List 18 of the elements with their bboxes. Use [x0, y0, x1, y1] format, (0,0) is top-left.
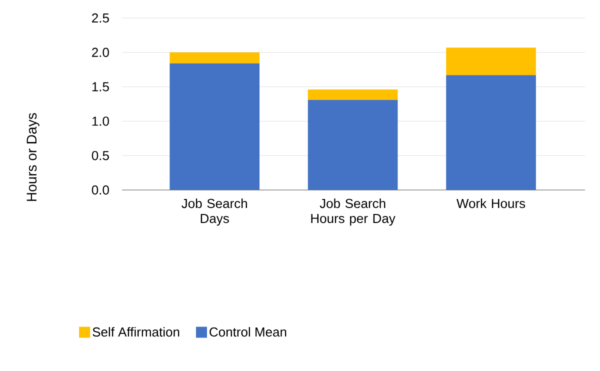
- y-tick-label: 1.0: [92, 116, 109, 126]
- y-tick-label: 0.5: [92, 150, 109, 160]
- bar: [446, 48, 536, 76]
- x-tick-label: Job Search Days: [182, 198, 247, 226]
- x-tick-label: Job Search Hours per Day: [311, 198, 396, 226]
- x-tick-label: Work Hours: [456, 198, 526, 208]
- y-tick-label: 1.5: [92, 82, 109, 92]
- bar: [170, 63, 260, 190]
- legend-label: Control Mean: [210, 327, 286, 337]
- bar: [308, 90, 398, 100]
- y-tick-label: 2.5: [92, 13, 109, 23]
- y-axis-title: Hours or Days: [26, 113, 40, 201]
- bar: [170, 52, 260, 64]
- y-tick-label: 2.0: [92, 48, 109, 57]
- legend-label: Self Affirmation: [92, 327, 180, 337]
- y-tick-label: 0.0: [92, 185, 109, 195]
- bar: [446, 75, 536, 190]
- bar: [308, 100, 398, 190]
